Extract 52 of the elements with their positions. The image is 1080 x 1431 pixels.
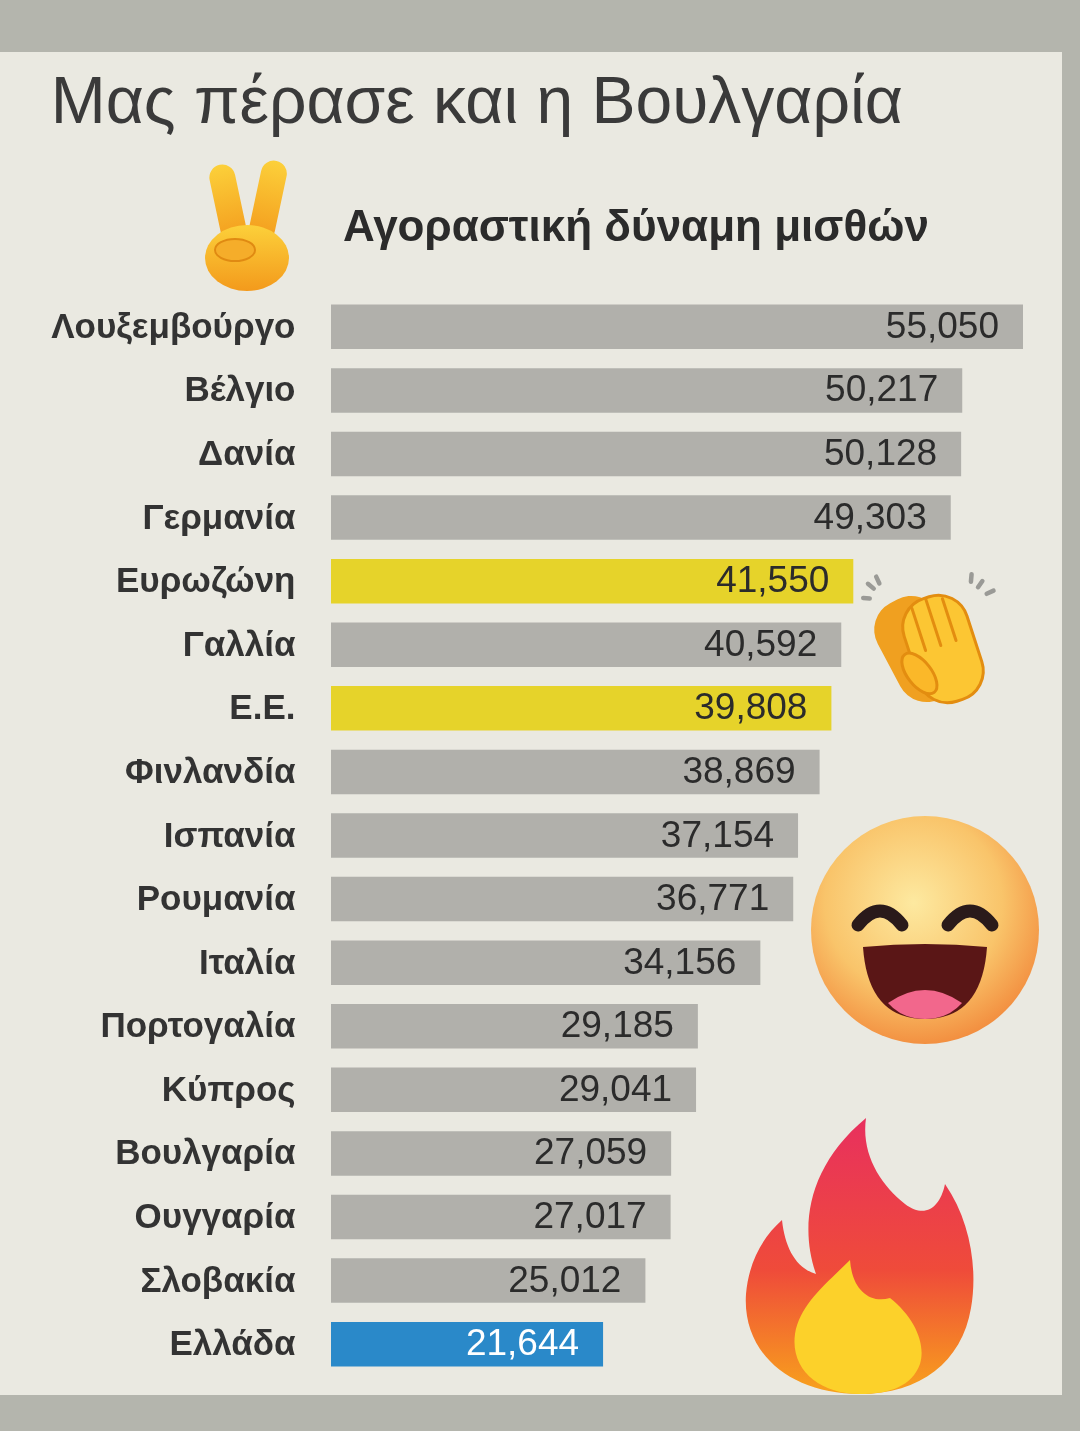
data-label: 50,217 <box>825 368 939 410</box>
y-tick-label: Ισπανία <box>163 814 296 854</box>
y-tick-label: Βουλγαρία <box>115 1132 296 1172</box>
data-label: 37,154 <box>660 813 775 855</box>
data-label: 55,050 <box>885 304 999 346</box>
bar <box>331 876 794 922</box>
y-tick-label: Ευρωζώνη <box>116 560 296 600</box>
bar <box>331 431 962 477</box>
data-label: 29,185 <box>560 1004 674 1046</box>
bar <box>331 304 1023 350</box>
data-label: 34,156 <box>623 940 737 982</box>
y-tick-label: Ουγγαρία <box>134 1196 296 1236</box>
data-label: 21,644 <box>465 1322 580 1364</box>
chart-subtitle: Αγοραστική δύναμη μισθών <box>343 201 929 250</box>
y-tick-label: Ε.Ε. <box>229 687 296 727</box>
y-tick-label: Πορτογαλία <box>100 1005 296 1045</box>
bar <box>331 368 963 413</box>
bar <box>331 558 854 604</box>
bar <box>331 686 832 731</box>
data-label: 39,808 <box>694 686 808 728</box>
y-tick-label: Ρουμανία <box>136 878 296 918</box>
data-label: 29,041 <box>558 1067 673 1109</box>
data-label: 27,059 <box>533 1131 648 1173</box>
data-label: 36,771 <box>656 877 770 919</box>
bar <box>331 749 820 795</box>
data-label: 27,017 <box>533 1195 647 1237</box>
chart-title: Μας πέρασε και η Βουλγαρία <box>50 63 903 137</box>
y-tick-label: Λουξεμβούργο <box>51 305 296 345</box>
data-label: 40,592 <box>704 622 818 664</box>
y-tick-label: Δανία <box>198 432 296 472</box>
bar <box>331 495 951 540</box>
y-tick-label: Κύπρος <box>161 1068 296 1108</box>
y-tick-label: Ελλάδα <box>169 1323 296 1363</box>
bar <box>331 813 799 858</box>
bar <box>331 1131 672 1176</box>
bar <box>331 1258 646 1303</box>
data-label: 25,012 <box>508 1258 622 1300</box>
bar <box>331 1004 698 1049</box>
bar <box>331 1067 697 1113</box>
data-label: 41,550 <box>716 559 830 601</box>
data-label: 38,869 <box>682 749 796 791</box>
data-label: 49,303 <box>813 495 927 537</box>
y-tick-label: Γαλλία <box>182 623 296 663</box>
bar <box>331 940 761 985</box>
y-tick-label: Γερμανία <box>142 496 296 536</box>
bar <box>331 1194 671 1240</box>
y-tick-label: Βέλγιο <box>184 369 296 409</box>
data-label: 50,128 <box>823 431 938 473</box>
y-tick-label: Φινλανδία <box>125 750 296 790</box>
bar <box>331 622 842 667</box>
y-tick-label: Σλοβακία <box>140 1259 296 1299</box>
y-tick-label: Ιταλία <box>198 941 296 981</box>
